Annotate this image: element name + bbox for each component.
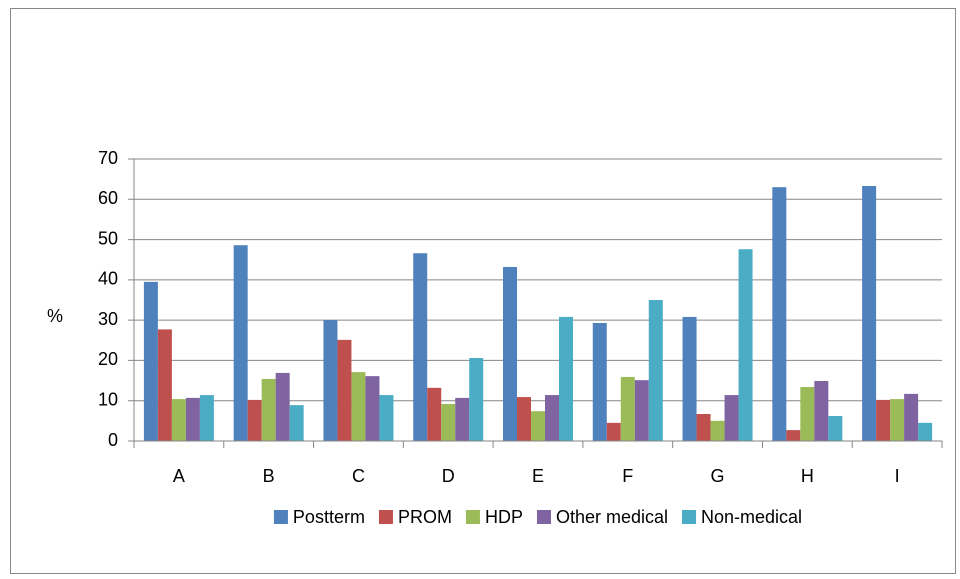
- bar: [171, 399, 186, 441]
- bar: [337, 339, 352, 441]
- legend-label: HDP: [485, 507, 523, 527]
- x-tick-label: A: [173, 466, 185, 486]
- legend-swatch: [465, 510, 480, 524]
- x-tick-label: C: [352, 466, 365, 486]
- bar: [441, 403, 456, 441]
- chart-frame: [10, 8, 956, 574]
- bar: [918, 422, 933, 441]
- bar: [199, 395, 214, 441]
- bar: [427, 387, 442, 441]
- x-tick-label: B: [263, 466, 275, 486]
- legend-label: Postterm: [293, 507, 365, 527]
- bar: [634, 380, 649, 441]
- bar: [904, 393, 919, 441]
- legend-swatch: [378, 510, 393, 524]
- x-tick-label: E: [532, 466, 544, 486]
- legend-label: Other medical: [556, 507, 668, 527]
- bar: [351, 372, 366, 441]
- bar: [606, 422, 621, 441]
- legend-swatch: [273, 510, 288, 524]
- x-tick-label: I: [895, 466, 900, 486]
- x-tick-label: G: [711, 466, 725, 486]
- x-tick-label: D: [442, 466, 455, 486]
- bar: [185, 397, 200, 441]
- bar: [559, 316, 573, 441]
- bar: [724, 395, 739, 441]
- bar: [890, 399, 905, 441]
- bar: [517, 397, 531, 441]
- bar: [233, 245, 248, 441]
- bar: [648, 300, 663, 441]
- bar: [531, 411, 545, 441]
- bar: [696, 414, 711, 441]
- y-tick-label: 60: [98, 188, 118, 208]
- bar: [469, 358, 484, 441]
- bar: [247, 399, 262, 441]
- bar: [772, 187, 787, 441]
- bar: [323, 320, 338, 441]
- bar: [455, 397, 470, 441]
- y-tick-label: 70: [98, 148, 118, 168]
- bar: [862, 185, 877, 441]
- bar: [828, 416, 843, 441]
- bar: [710, 420, 725, 441]
- bar: [157, 329, 172, 441]
- bar: [876, 399, 891, 441]
- bar: [814, 380, 829, 441]
- legend-label: PROM: [398, 507, 452, 527]
- bar: [800, 387, 815, 441]
- bar: [620, 376, 635, 441]
- bar: [738, 249, 753, 441]
- y-axis-label: %: [47, 306, 63, 326]
- x-tick-label: H: [801, 466, 814, 486]
- y-tick-label: 40: [98, 269, 118, 289]
- bar: [365, 376, 380, 441]
- bar: [379, 395, 394, 441]
- y-tick-label: 0: [108, 430, 118, 450]
- legend-swatch: [536, 510, 551, 524]
- x-tick-label: F: [622, 466, 633, 486]
- y-tick-label: 20: [98, 349, 118, 369]
- bar: [545, 395, 559, 441]
- bar: [413, 253, 428, 441]
- bar: [275, 372, 290, 441]
- bar: [786, 430, 801, 441]
- y-tick-label: 10: [98, 389, 118, 409]
- bar: [261, 378, 276, 441]
- y-tick-label: 50: [98, 228, 118, 248]
- bar: [592, 322, 607, 441]
- bar: [682, 316, 697, 441]
- legend-label: Non-medical: [701, 507, 802, 527]
- bar: [289, 405, 304, 441]
- legend-swatch: [682, 510, 697, 524]
- bar: [143, 281, 158, 441]
- bar: [503, 266, 517, 441]
- y-tick-label: 30: [98, 309, 118, 329]
